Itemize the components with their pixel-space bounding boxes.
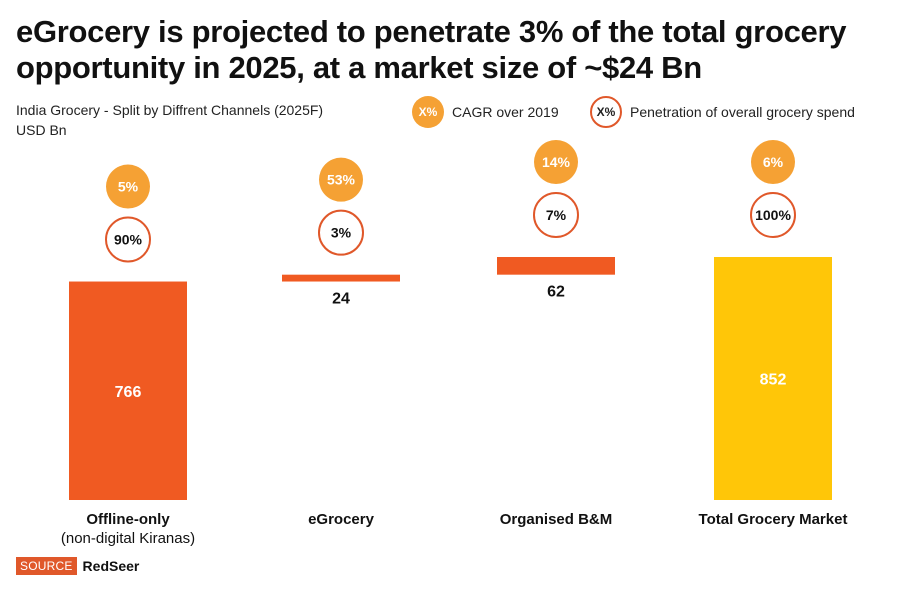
bar-0 bbox=[69, 281, 187, 500]
penetration-label-0: 90% bbox=[114, 232, 143, 248]
bar-1 bbox=[282, 274, 400, 282]
category-label-0: Offline-only bbox=[86, 511, 170, 528]
category-label-1: eGrocery bbox=[308, 511, 375, 528]
bar-2 bbox=[497, 257, 615, 275]
value-label-2: 62 bbox=[547, 284, 565, 301]
legend-cagr-label: CAGR over 2019 bbox=[452, 104, 559, 120]
chart-title: eGrocery is projected to penetrate 3% of… bbox=[16, 14, 847, 85]
bar-3 bbox=[714, 257, 832, 500]
source-line: SOURCE RedSeer bbox=[16, 557, 139, 575]
category-label-3: Total Grocery Market bbox=[699, 511, 848, 528]
subtitle-units: USD Bn bbox=[16, 122, 67, 138]
source-name: RedSeer bbox=[82, 558, 140, 574]
legend-cagr: X% CAGR over 2019 bbox=[412, 94, 559, 130]
penetration-label-1: 3% bbox=[331, 225, 352, 241]
chart-subtitle: India Grocery - Split by Diffrent Channe… bbox=[16, 100, 323, 140]
cagr-label-3: 6% bbox=[763, 154, 784, 170]
cagr-label-1: 53% bbox=[327, 172, 356, 188]
cagr-label-2: 14% bbox=[542, 154, 571, 170]
category-sublabel-0: (non-digital Kiranas) bbox=[61, 530, 195, 547]
cagr-circle-3 bbox=[751, 140, 795, 184]
cagr-circle-1 bbox=[319, 157, 363, 202]
legend-penetration: X% Penetration of overall grocery spend bbox=[590, 94, 855, 130]
cagr-label-0: 5% bbox=[118, 179, 139, 195]
penetration-circle-0 bbox=[105, 216, 151, 263]
legend-penetration-swatch: X% bbox=[590, 96, 622, 128]
penetration-circle-3 bbox=[750, 192, 796, 238]
penetration-circle-2 bbox=[533, 192, 579, 238]
legend-penetration-label: Penetration of overall grocery spend bbox=[630, 104, 855, 120]
value-label-0: 766 bbox=[115, 384, 142, 401]
penetration-label-2: 7% bbox=[546, 207, 567, 223]
penetration-circle-1 bbox=[318, 209, 364, 256]
category-label-2: Organised B&M bbox=[500, 511, 613, 528]
value-label-1: 24 bbox=[332, 291, 350, 308]
cagr-circle-2 bbox=[534, 140, 578, 184]
cagr-circle-0 bbox=[106, 164, 150, 209]
subtitle-line-1: India Grocery - Split by Diffrent Channe… bbox=[16, 102, 324, 118]
source-tag: SOURCE bbox=[16, 557, 77, 575]
legend-cagr-swatch: X% bbox=[412, 96, 444, 128]
value-label-3: 852 bbox=[760, 372, 787, 389]
penetration-label-3: 100% bbox=[755, 207, 791, 223]
